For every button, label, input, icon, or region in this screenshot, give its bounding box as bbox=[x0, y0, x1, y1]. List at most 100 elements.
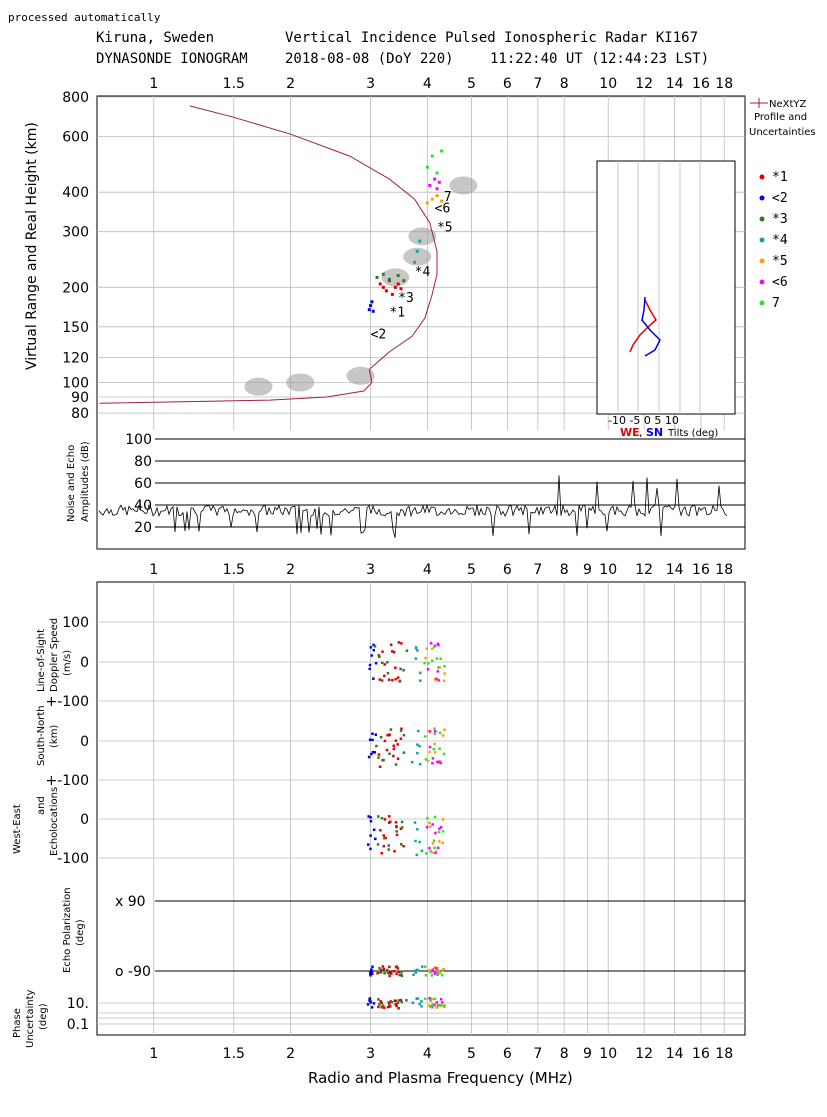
bottom-point-4-2-0-1 bbox=[438, 666, 442, 669]
echo-point-4-2 bbox=[435, 194, 439, 198]
freq-tick-bot-8: 8 bbox=[560, 1046, 569, 1062]
bottom-point-2-0-1-0 bbox=[375, 744, 378, 748]
echo-point-0-0 bbox=[378, 282, 382, 286]
bottom-point-5-3-1-1 bbox=[439, 761, 443, 765]
phase-tick-0: 10. bbox=[67, 996, 89, 1012]
bottom-point-6-2-1-0 bbox=[433, 727, 436, 730]
bottom-point-2-3-1-0 bbox=[394, 763, 398, 766]
bottom-point-6-2-4-0 bbox=[433, 997, 437, 1001]
bottom-point-6-0-2-1 bbox=[426, 817, 429, 820]
legend-label-5: <6 bbox=[772, 275, 788, 290]
bottom-point-6-0-0-1 bbox=[423, 661, 426, 665]
echo-point-0-4 bbox=[390, 292, 394, 296]
bottom-point-1-1-0-0 bbox=[372, 677, 375, 680]
bottom-point-6-2-2-0 bbox=[433, 846, 436, 850]
bottom-point-1-0-0-1 bbox=[369, 646, 373, 649]
legend-marker-0 bbox=[759, 174, 765, 180]
bottom-point-0-1-4-1 bbox=[380, 1001, 383, 1005]
bottom-point-1-0-1-1 bbox=[368, 738, 372, 742]
bottom-point-3-1-1-1 bbox=[418, 762, 422, 766]
bottom-point-1-2-3-0 bbox=[370, 969, 374, 973]
echo-point-3-1 bbox=[415, 249, 419, 253]
echo-point-0-7 bbox=[399, 287, 403, 291]
bottom-point-6-0-4-0 bbox=[424, 997, 427, 1001]
freq-tick-top-12: 16 bbox=[692, 76, 710, 92]
freq-tick-top-0: 1 bbox=[149, 76, 158, 92]
bottom-point-5-0-1-0 bbox=[428, 730, 432, 733]
bottom-point-1-3-4-0 bbox=[369, 1000, 372, 1004]
bottom-point-1-3-0-1 bbox=[374, 661, 378, 665]
bottom-point-0-2-4-0 bbox=[388, 1002, 391, 1006]
bottom-point-6-3-4-0 bbox=[443, 1004, 446, 1007]
bottom-point-0-2-4-1 bbox=[383, 1006, 386, 1010]
bottom-point-3-0-2-1 bbox=[415, 853, 419, 857]
bottom-point-0-7-2-0 bbox=[402, 844, 405, 848]
bottom-point-0-2-2-1 bbox=[382, 844, 386, 848]
bottom-point-6-3-0-0 bbox=[443, 664, 446, 668]
freq-tick-mid-1: 1.5 bbox=[223, 562, 245, 578]
echo-point-5-0 bbox=[428, 183, 432, 187]
freq-tick-bot-0: 1 bbox=[149, 1046, 158, 1062]
bottom-point-1-0-4-0 bbox=[370, 1006, 374, 1009]
legend-label-3: *4 bbox=[772, 233, 788, 248]
legend-profile-text-3: Uncertainties bbox=[749, 127, 816, 138]
amp-tick-4: 20 bbox=[134, 520, 152, 536]
top-panel-frame bbox=[96, 95, 746, 550]
bottom-point-0-0-4-0 bbox=[380, 1005, 384, 1009]
echo-point-4-3 bbox=[440, 199, 444, 203]
bottom-point-0-1-2-0 bbox=[383, 818, 387, 821]
bottom-point-5-2-1-1 bbox=[434, 730, 437, 733]
height-tick-9: 80 bbox=[71, 406, 89, 422]
echo-point-0-6 bbox=[396, 282, 400, 286]
bottom-point-3-1-2-1 bbox=[413, 821, 417, 824]
bottom-point-3-1-3-1 bbox=[413, 969, 417, 973]
bottom-point-0-2-0-0 bbox=[387, 678, 391, 681]
bottom-grid bbox=[153, 582, 725, 1035]
amp-axis-label-2: Amplitudes (dB) bbox=[80, 441, 91, 522]
bottom-point-3-0-1-1 bbox=[410, 760, 414, 764]
trace-label-6: <2 bbox=[371, 327, 387, 342]
bottom-point-4-0-0-0 bbox=[424, 656, 427, 660]
bottom-point-0-5-1-1 bbox=[392, 754, 395, 758]
bottom-point-2-1-3-0 bbox=[383, 972, 386, 975]
bottom-point-1-1-1-1 bbox=[371, 750, 375, 754]
freq-tick-bot-2: 2 bbox=[286, 1046, 295, 1062]
bottom-point-2-0-3-1 bbox=[378, 970, 381, 974]
bottom-point-2-4-4-1 bbox=[400, 1000, 403, 1004]
echo-point-6-3 bbox=[440, 149, 444, 153]
doppler-tick-0: 100 bbox=[62, 615, 89, 631]
bottom-point-2-3-0-1 bbox=[398, 679, 402, 683]
echo-points bbox=[367, 149, 444, 313]
freq-tick-top-9: 10 bbox=[599, 76, 617, 92]
bottom-point-2-2-3-1 bbox=[386, 968, 389, 972]
bottom-point-2-2-3-0 bbox=[386, 970, 390, 974]
bottom-point-0-4-3-1 bbox=[390, 972, 393, 975]
echo-point-6-2 bbox=[435, 171, 439, 175]
date-text: 2018-08-08 (DoY 220) bbox=[285, 51, 454, 67]
bottom-point-2-4-0-1 bbox=[402, 669, 405, 672]
bottom-point-5-3-2-0 bbox=[438, 827, 441, 830]
bottom-point-4-0-4-1 bbox=[427, 1004, 431, 1007]
legend-label-0: *1 bbox=[772, 170, 788, 185]
bottom-point-4-3-0-1 bbox=[442, 679, 446, 683]
bottom-point-0-6-1-1 bbox=[394, 739, 398, 742]
bottom-point-0-2-0-1 bbox=[383, 663, 386, 666]
bottom-point-3-0-3-1 bbox=[412, 973, 415, 976]
bottom-point-3-0-1-0 bbox=[416, 743, 419, 746]
bottom-point-1-1-1-0 bbox=[367, 755, 371, 759]
freq-tick-top-7: 7 bbox=[533, 76, 542, 92]
bottom-point-2-1-0-1 bbox=[380, 661, 384, 665]
bottom-point-5-1-3-0 bbox=[435, 967, 438, 970]
bottom-point-0-3-0-0 bbox=[390, 650, 394, 653]
bottom-point-3-1-4-1 bbox=[416, 997, 420, 1000]
bottom-point-0-1-1-1 bbox=[383, 739, 387, 743]
echo-point-5-2 bbox=[435, 187, 439, 191]
bottom-point-3-0-3-0 bbox=[414, 971, 418, 974]
bottom-point-1-3-0-0 bbox=[370, 654, 373, 657]
bottom-point-4-3-1-0 bbox=[441, 734, 445, 737]
freq-tick-mid-2: 2 bbox=[286, 562, 295, 578]
doppler-tick-2: +-100 bbox=[45, 694, 89, 710]
bottom-point-0-4-0-1 bbox=[389, 643, 393, 647]
bottom-point-6-1-2-0 bbox=[432, 839, 436, 843]
bottom-point-4-3-4-0 bbox=[441, 1004, 445, 1007]
